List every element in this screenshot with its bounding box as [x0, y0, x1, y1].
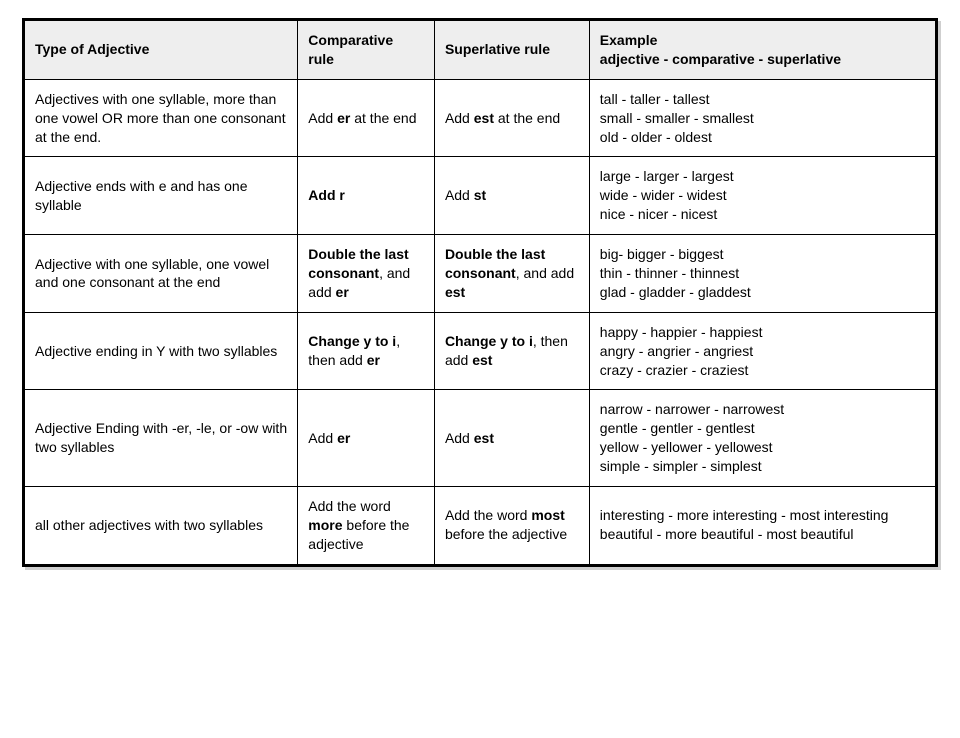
table-header: Type of Adjective Comparativerule Superl…	[25, 21, 936, 80]
col-header-superlative: Superlative rule	[434, 21, 589, 80]
cell-type: Adjective Ending with -er, -le, or -ow w…	[25, 390, 298, 487]
cell-example: big- bigger - biggestthin - thinner - th…	[589, 235, 935, 313]
cell-comparative: Add er	[298, 390, 435, 487]
table-row: Adjective ends with e and has one syllab…	[25, 157, 936, 235]
cell-type: Adjective with one syllable, one vowel a…	[25, 235, 298, 313]
cell-superlative: Add st	[434, 157, 589, 235]
cell-superlative: Add the word most before the adjective	[434, 487, 589, 565]
cell-comparative: Add the word more before the adjective	[298, 487, 435, 565]
col-header-type: Type of Adjective	[25, 21, 298, 80]
cell-example: narrow - narrower - narrowestgentle - ge…	[589, 390, 935, 487]
cell-type: Adjective ending in Y with two syllables	[25, 312, 298, 390]
table-row: all other adjectives with two syllables …	[25, 487, 936, 565]
cell-comparative: Change y to i, then add er	[298, 312, 435, 390]
cell-superlative: Change y to i, then add est	[434, 312, 589, 390]
cell-example: large - larger - largestwide - wider - w…	[589, 157, 935, 235]
cell-comparative: Add r	[298, 157, 435, 235]
adjective-rules-table: Type of Adjective Comparativerule Superl…	[24, 20, 936, 565]
table-row: Adjective with one syllable, one vowel a…	[25, 235, 936, 313]
cell-example: happy - happier - happiestangry - angrie…	[589, 312, 935, 390]
cell-superlative: Double the last consonant, and add est	[434, 235, 589, 313]
cell-superlative: Add est at the end	[434, 79, 589, 157]
table-row: Adjective Ending with -er, -le, or -ow w…	[25, 390, 936, 487]
table-row: Adjective ending in Y with two syllables…	[25, 312, 936, 390]
cell-example: interesting - more interesting - most in…	[589, 487, 935, 565]
table-row: Adjectives with one syllable, more than …	[25, 79, 936, 157]
cell-example: tall - taller - tallestsmall - smaller -…	[589, 79, 935, 157]
table-frame: Type of Adjective Comparativerule Superl…	[22, 18, 938, 567]
table-body: Adjectives with one syllable, more than …	[25, 79, 936, 564]
cell-comparative: Add er at the end	[298, 79, 435, 157]
cell-comparative: Double the last consonant, and add er	[298, 235, 435, 313]
cell-type: Adjectives with one syllable, more than …	[25, 79, 298, 157]
cell-type: Adjective ends with e and has one syllab…	[25, 157, 298, 235]
header-row: Type of Adjective Comparativerule Superl…	[25, 21, 936, 80]
col-header-example: Exampleadjective - comparative - superla…	[589, 21, 935, 80]
cell-type: all other adjectives with two syllables	[25, 487, 298, 565]
col-header-comparative: Comparativerule	[298, 21, 435, 80]
cell-superlative: Add est	[434, 390, 589, 487]
